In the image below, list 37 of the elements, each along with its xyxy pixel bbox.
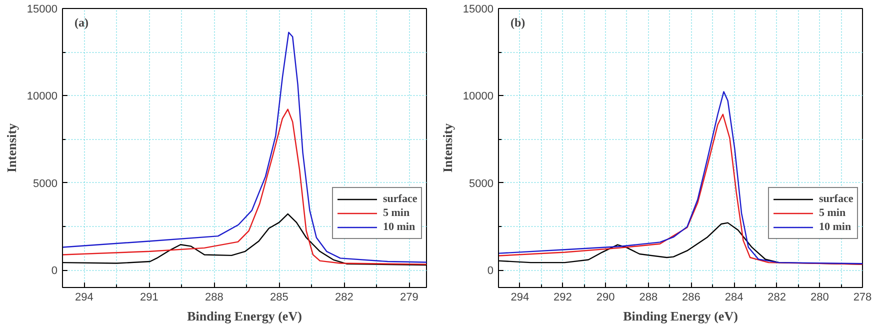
legend-label: surface bbox=[383, 192, 418, 206]
annotation: (a) bbox=[74, 16, 88, 30]
legend-label: 10 min bbox=[819, 220, 852, 234]
x-tick-label: 292 bbox=[554, 292, 572, 304]
annotation: (b) bbox=[510, 16, 526, 30]
x-tick-label: 288 bbox=[204, 292, 224, 304]
y-tick-label: 5000 bbox=[469, 178, 494, 190]
x-tick-label: 291 bbox=[140, 292, 158, 304]
x-tick-label: 284 bbox=[724, 292, 744, 304]
x-tick-label: 294 bbox=[510, 292, 530, 304]
x-tick-label: 294 bbox=[74, 292, 94, 304]
y-tick-label: 0 bbox=[51, 265, 58, 278]
y-tick-label: 10000 bbox=[26, 90, 58, 103]
y-tick-label: 10000 bbox=[462, 90, 494, 103]
y-axis-title: Intensity bbox=[440, 122, 455, 173]
y-tick-label: 15000 bbox=[462, 4, 494, 16]
x-tick-label: 278 bbox=[853, 292, 872, 304]
y-axis-title: Intensity bbox=[4, 122, 19, 173]
x-tick-label: 288 bbox=[639, 292, 658, 304]
y-tick-label: 0 bbox=[487, 265, 494, 278]
x-tick-label: 279 bbox=[400, 292, 418, 304]
x-axis-title: Binding Energy (eV) bbox=[623, 308, 738, 324]
y-tick-label: 5000 bbox=[33, 178, 58, 190]
legend-label: 10 min bbox=[383, 220, 416, 234]
x-tick-label: 282 bbox=[768, 292, 786, 304]
x-tick-label: 286 bbox=[682, 292, 700, 304]
x-tick-label: 282 bbox=[334, 292, 354, 304]
x-tick-label: 285 bbox=[270, 292, 288, 304]
legend-label: surface bbox=[819, 192, 854, 206]
legend-label: 5 min bbox=[383, 206, 410, 220]
x-tick-label: 280 bbox=[810, 292, 829, 304]
x-tick-label: 290 bbox=[596, 292, 615, 304]
line-series bbox=[62, 108, 426, 265]
legend-label: 5 min bbox=[819, 206, 846, 220]
x-axis-title: Binding Energy (eV) bbox=[187, 308, 302, 324]
line-series bbox=[62, 32, 426, 263]
y-tick-label: 15000 bbox=[26, 4, 58, 16]
